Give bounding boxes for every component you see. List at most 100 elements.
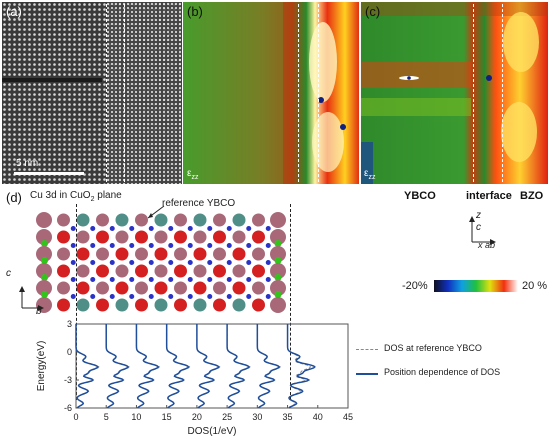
strain-map-b	[183, 2, 359, 184]
cu-atom	[129, 277, 135, 282]
atom	[96, 213, 109, 227]
cu-atom	[70, 294, 76, 299]
atom	[57, 230, 70, 244]
legend-swatch-position	[356, 373, 378, 375]
legend-label-position: Position dependence of DOS	[384, 367, 501, 377]
y-tick-label: -6	[64, 403, 72, 413]
scale-bar-label: 5 nm	[16, 158, 39, 169]
atom	[57, 281, 70, 295]
atom	[174, 281, 187, 295]
region-label-bzo: BZO	[520, 190, 544, 202]
x-axis-label: DOS(1/eV)	[188, 426, 237, 436]
atom	[174, 264, 187, 278]
cu-atom	[148, 243, 154, 248]
cu-atom	[207, 260, 213, 265]
atom	[193, 213, 207, 227]
cu-atom	[246, 260, 252, 265]
atom	[213, 264, 226, 278]
region-label-ybco: YBCO	[404, 190, 436, 202]
atom	[232, 213, 246, 227]
green-atom	[41, 274, 48, 281]
axis-c-label-top: c	[476, 222, 481, 233]
panel-a-tem-image: (a) 5 nm	[2, 2, 182, 184]
cu-atom	[187, 260, 193, 265]
atom	[96, 298, 109, 312]
cu-atom	[246, 294, 252, 299]
cu-atom	[70, 243, 76, 248]
green-atom	[41, 240, 48, 247]
cu-atom	[207, 226, 213, 231]
atom	[115, 281, 129, 295]
panel-d-caption: Cu 3d in CuO2 plane	[30, 190, 122, 203]
atom	[57, 213, 70, 227]
atom	[213, 230, 226, 244]
atom	[154, 298, 168, 312]
atom	[252, 213, 265, 227]
atom	[174, 230, 187, 244]
panel-c-boundary-line	[473, 4, 474, 182]
atom	[154, 247, 168, 261]
cu-atom	[226, 226, 232, 231]
atom	[135, 230, 148, 244]
atom	[232, 247, 246, 261]
cu-atom	[90, 294, 96, 299]
atom	[36, 263, 52, 279]
atom	[270, 229, 286, 245]
cu-atom	[226, 260, 232, 265]
atom	[270, 263, 286, 279]
x-tick-label: 40	[313, 412, 323, 422]
x-tick-label: 15	[162, 412, 172, 422]
cu-atom	[90, 226, 96, 231]
x-tick-label: 25	[222, 412, 232, 422]
axis-c-label-left: c	[6, 268, 11, 279]
green-atom	[41, 257, 48, 264]
y-tick-label: 0	[67, 347, 72, 357]
region-label-interface: interface	[466, 190, 512, 202]
panel-a-label: (a)	[6, 4, 22, 19]
position-dos-line	[165, 324, 190, 409]
cu-atom	[109, 226, 115, 231]
atom	[232, 281, 246, 295]
atom	[96, 264, 109, 278]
cu-atom	[148, 277, 154, 282]
x-tick-label: 45	[343, 412, 353, 422]
atom	[252, 264, 265, 278]
plot-frame	[75, 323, 349, 409]
strain-map-c	[361, 2, 548, 184]
atom	[252, 298, 265, 312]
cu-atom	[265, 243, 271, 248]
legend-label-reference: DOS at reference YBCO	[384, 343, 482, 353]
green-atom	[274, 291, 282, 298]
panel-b-boundary-line-2	[318, 4, 319, 182]
cu-atom	[226, 294, 232, 299]
atom	[76, 298, 90, 312]
atom	[76, 281, 90, 295]
atom	[252, 230, 265, 244]
cu-atom	[226, 277, 232, 282]
atom	[76, 264, 90, 278]
panel-b-boundary-line	[298, 4, 299, 182]
position-dos-line	[135, 324, 160, 409]
atom	[135, 213, 148, 227]
cu-atom	[129, 260, 135, 265]
cu-atom	[207, 277, 213, 282]
atom	[76, 213, 90, 227]
atom	[193, 281, 207, 295]
green-atom	[41, 291, 48, 298]
axis-xab-label: x ab	[478, 240, 496, 250]
reference-arrow-icon	[147, 205, 165, 219]
atom	[232, 230, 246, 244]
atom	[57, 298, 70, 312]
cu-atom	[109, 294, 115, 299]
y-tick-label: -3	[64, 375, 72, 385]
guide-line-left	[76, 204, 77, 400]
x-tick-label: 30	[252, 412, 262, 422]
colorbar-max-label: 20 %	[522, 280, 548, 292]
atom	[96, 247, 109, 261]
cu-atom	[148, 260, 154, 265]
atom	[57, 264, 70, 278]
atom	[193, 247, 207, 261]
panel-b-strain-map: (b) εzz	[183, 2, 359, 184]
atom	[154, 213, 168, 227]
cu-atom	[168, 260, 174, 265]
